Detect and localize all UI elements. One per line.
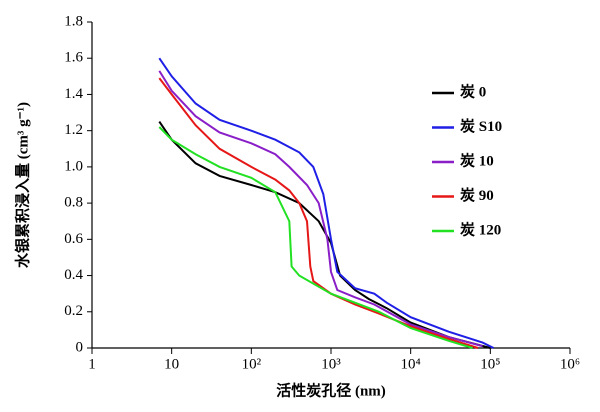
y-tick-label: 0.4: [64, 267, 83, 283]
x-tick-label: 10⁵: [480, 356, 500, 372]
line: [158, 57, 495, 349]
y-tick-label: 1.6: [64, 50, 83, 66]
x-tick-label: 10⁴: [401, 356, 421, 372]
y-tick-label: 0.8: [64, 195, 83, 211]
line: [158, 70, 483, 348]
legend-label: 炭 0: [460, 82, 486, 100]
line: [158, 77, 479, 349]
legend-label: 炭 90: [460, 186, 494, 204]
x-tick-label: 1: [88, 356, 96, 372]
x-tick-label: 10³: [321, 356, 341, 372]
x-axis-label: 活性炭孔径 (nm): [276, 381, 386, 399]
y-tick-label: 1.4: [64, 86, 83, 102]
legend-label: 炭 10: [460, 151, 494, 169]
legend-label: 炭 120: [460, 220, 501, 238]
y-tick-label: 0.6: [64, 231, 83, 247]
x-tick-label: 10⁶: [560, 356, 580, 372]
y-tick-label: 1.0: [64, 158, 83, 174]
legend-label: 炭 S10: [460, 117, 502, 135]
y-tick-label: 0: [76, 339, 84, 355]
x-tick-label: 10²: [242, 356, 262, 372]
x-tick-label: 10: [164, 356, 179, 372]
y-tick-label: 1.8: [64, 13, 83, 29]
y-tick-label: 0.2: [64, 303, 83, 319]
y-axis-label: 水银累积浸入量 (cm³ g⁻¹): [13, 102, 31, 268]
line: [158, 126, 473, 349]
y-tick-label: 1.2: [64, 122, 83, 138]
line: [158, 121, 491, 349]
